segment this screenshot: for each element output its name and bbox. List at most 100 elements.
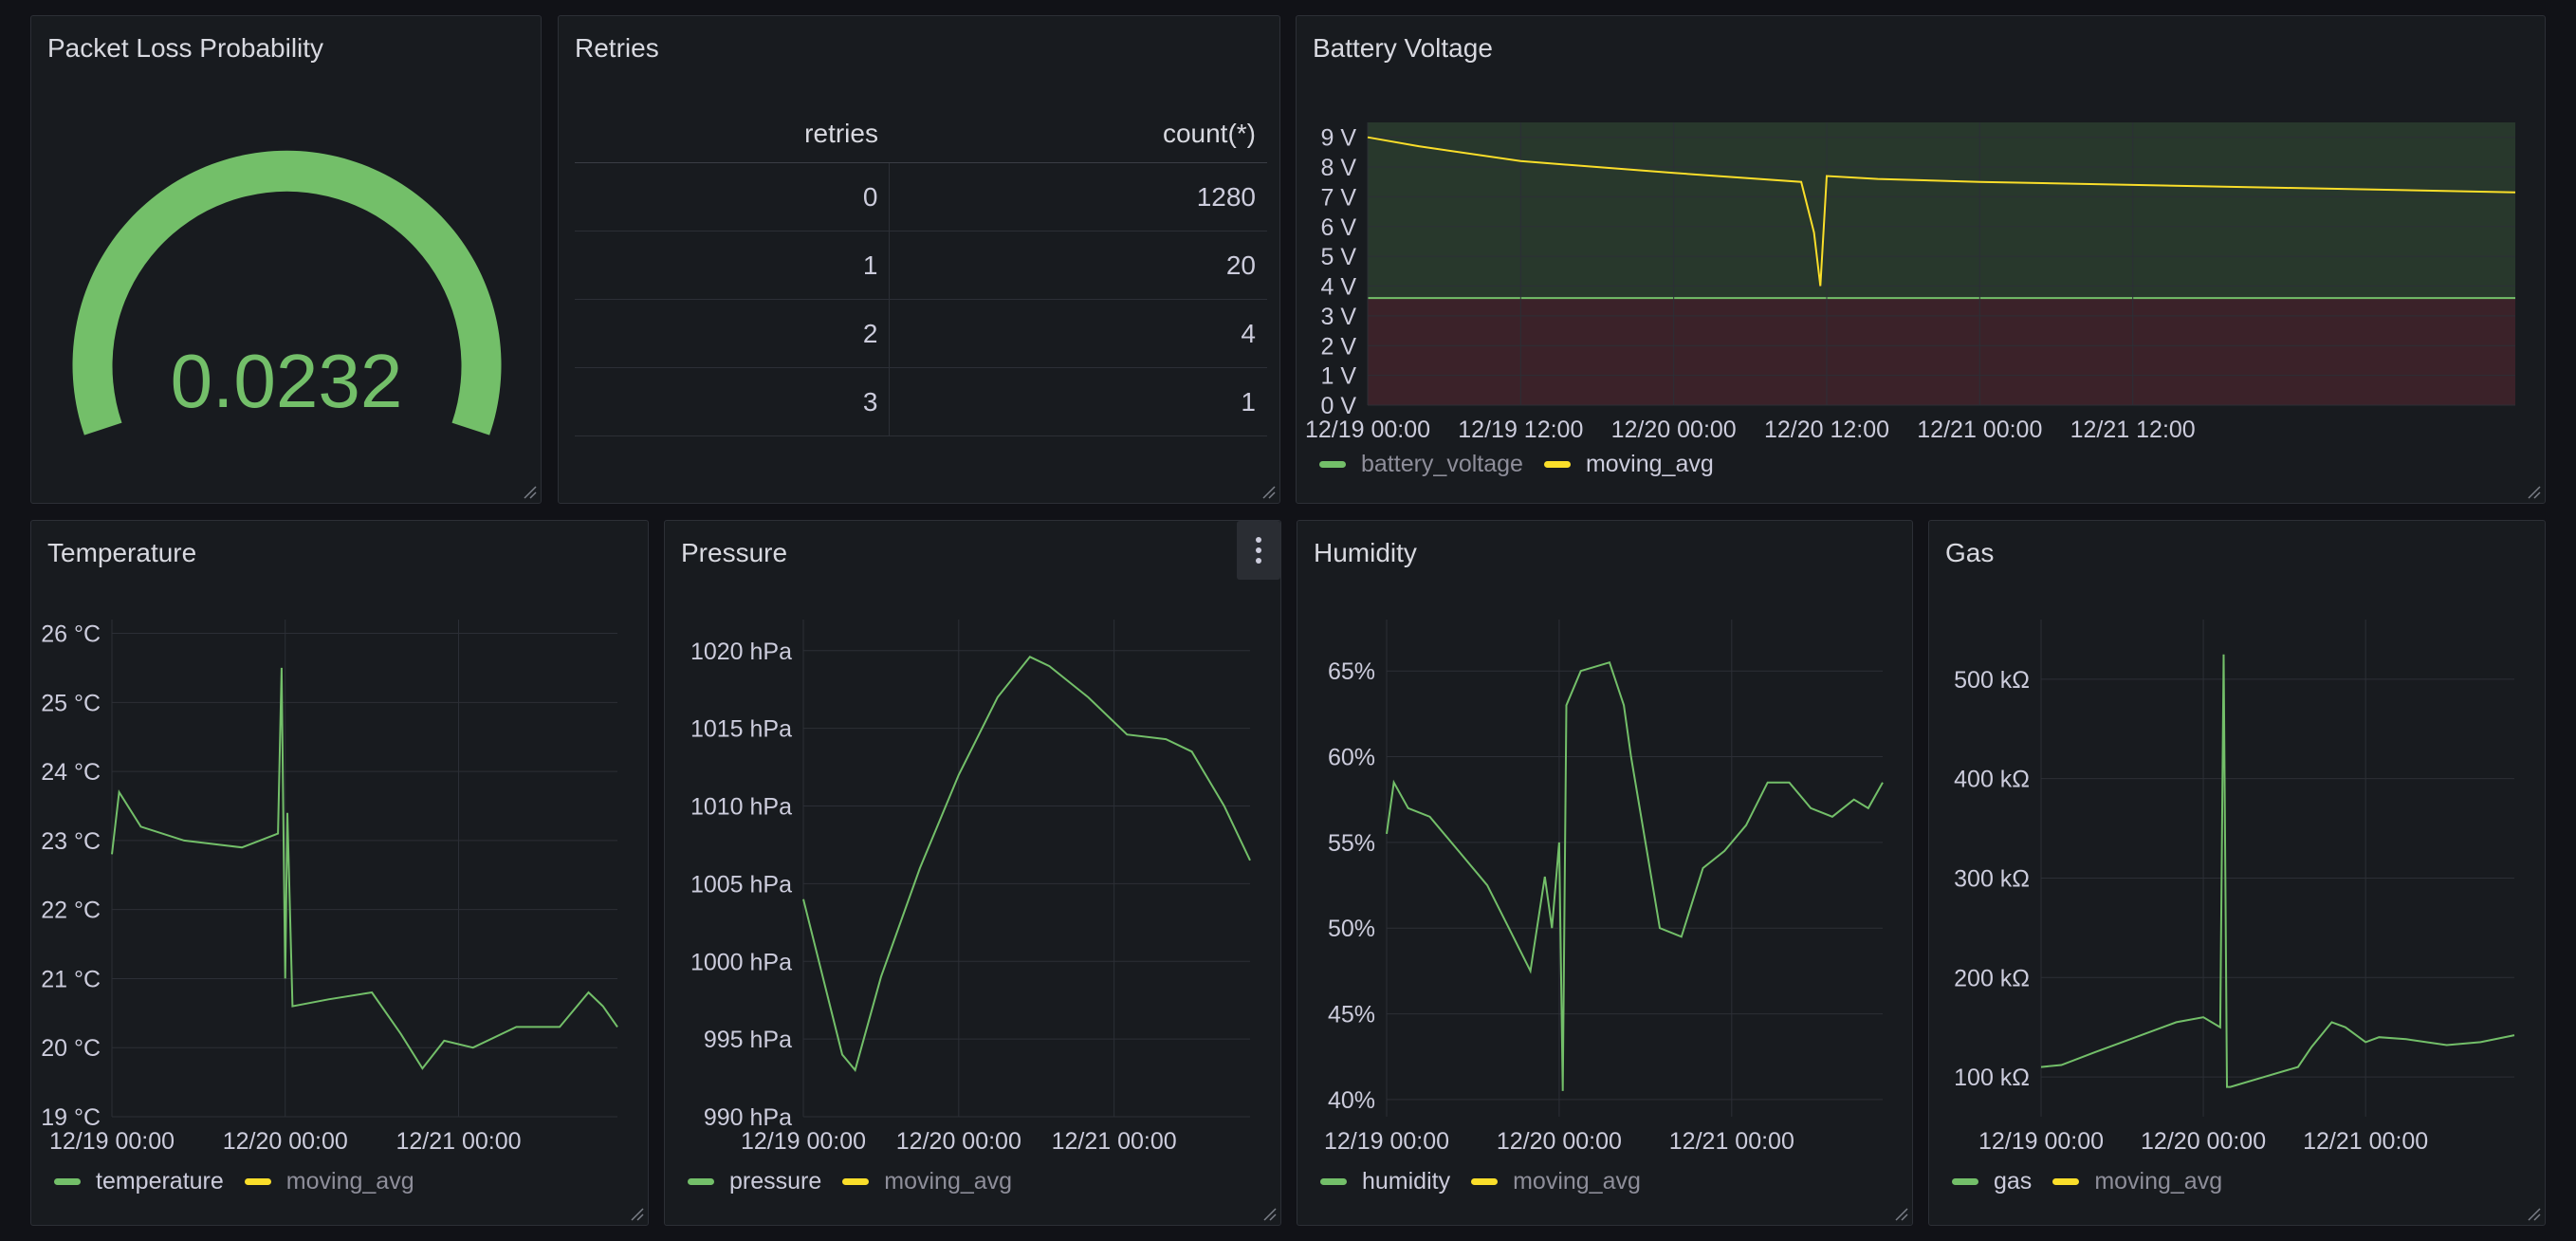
legend-swatch	[1319, 461, 1346, 468]
legend-item[interactable]: pressure	[688, 1168, 821, 1195]
legend-label: moving_avg	[1585, 451, 1714, 477]
y-tick-label: 7 V	[1320, 184, 1356, 211]
y-tick-label: 5 V	[1320, 244, 1356, 270]
table-row: 0 1280	[575, 162, 1267, 232]
gas-chart: 500 kΩ 400 kΩ 300 kΩ 200 kΩ 100 kΩ 12/19 00:0…	[1954, 620, 2515, 1155]
series-line-pressure	[802, 656, 1251, 1073]
table-row: 1 20	[575, 231, 1267, 300]
temperature-chart: 26 °C 25 °C 24 °C 23 °C 22 °C 21 °C 20 °C 19 °C…	[41, 620, 618, 1155]
cell-count: 4	[889, 299, 1267, 368]
gauge-value: 0.0232	[171, 339, 403, 423]
y-tick-label: 100 kΩ	[1954, 1065, 2030, 1091]
y-tick-label: 22 °C	[41, 898, 101, 924]
legend: gas moving_avg	[1952, 1168, 2243, 1195]
resize-handle-icon[interactable]	[2526, 1206, 2541, 1221]
threshold-band-red	[1368, 298, 2515, 405]
x-tick-label: 12/19 00:00	[741, 1128, 866, 1155]
legend-label: moving_avg	[285, 1168, 414, 1195]
y-tick-label: 19 °C	[41, 1104, 101, 1131]
pressure-chart: 1020 hPa 1015 hPa 1010 hPa 1005 hPa 1000 hPa…	[690, 620, 1251, 1155]
x-tick-label: 12/19 00:00	[1978, 1128, 2104, 1155]
legend-swatch	[2052, 1178, 2080, 1185]
legend-label: moving_avg	[1513, 1168, 1641, 1195]
menu-dot-icon	[1256, 537, 1261, 543]
y-tick-label: 1 V	[1320, 363, 1356, 390]
legend-item[interactable]: moving_avg	[244, 1168, 414, 1195]
column-header-count[interactable]: count(*)	[889, 105, 1267, 163]
x-tick-label: 12/21 00:00	[2303, 1128, 2428, 1155]
x-tick-label: 12/21 00:00	[1052, 1128, 1177, 1155]
cell-retries: 2	[575, 299, 891, 368]
panel-menu-button[interactable]	[1237, 521, 1280, 580]
y-tick-label: 1005 hPa	[690, 871, 792, 898]
gauge-arc	[72, 150, 502, 435]
panel-title[interactable]: Pressure	[681, 538, 788, 567]
column-header-retries[interactable]: retries	[575, 105, 890, 163]
legend-item[interactable]: moving_avg	[842, 1168, 1012, 1195]
resize-handle-icon[interactable]	[2526, 484, 2541, 499]
resize-handle-icon[interactable]	[522, 484, 537, 499]
legend-swatch	[842, 1178, 870, 1185]
legend: pressure moving_avg	[688, 1168, 1033, 1195]
legend-item[interactable]: moving_avg	[1543, 451, 1714, 478]
panel-title[interactable]: Packet Loss Probability	[47, 33, 324, 63]
panel-title[interactable]: Battery Voltage	[1313, 33, 1493, 63]
resize-handle-icon[interactable]	[1261, 1206, 1277, 1221]
x-tick-label: 12/20 00:00	[1497, 1128, 1622, 1155]
legend-label: gas	[1994, 1168, 2033, 1195]
panel-gas: Gas 500 kΩ 400 kΩ 300 kΩ 200 kΩ 100 kΩ 12/19 …	[1928, 520, 2546, 1226]
series-line-moving_avg	[1367, 136, 2516, 287]
panel-title[interactable]: Retries	[575, 33, 659, 63]
y-tick-label: 55%	[1328, 830, 1375, 857]
resize-handle-icon[interactable]	[629, 1206, 644, 1221]
resize-handle-icon[interactable]	[1893, 1206, 1908, 1221]
x-tick-label: 12/19 00:00	[49, 1128, 175, 1155]
y-tick-label: 400 kΩ	[1954, 767, 2030, 793]
cell-retries: 1	[575, 231, 891, 300]
y-tick-label: 3 V	[1320, 304, 1356, 330]
panel-temperature: Temperature 26 °C 25 °C 24 °C 23 °C 22 °C 21 …	[30, 520, 649, 1226]
legend-swatch	[244, 1178, 271, 1185]
y-tick-label: 60%	[1328, 745, 1375, 771]
cell-retries: 0	[575, 162, 891, 232]
series-line-gas	[2040, 654, 2515, 1088]
x-tick-label: 12/20 00:00	[2141, 1128, 2266, 1155]
legend-swatch	[688, 1178, 714, 1185]
y-tick-label: 1000 hPa	[690, 949, 792, 975]
panel-title[interactable]: Humidity	[1314, 538, 1417, 567]
legend-item[interactable]: humidity	[1320, 1168, 1450, 1195]
x-tick-label: 12/19 12:00	[1458, 417, 1583, 443]
x-tick-label: 12/20 00:00	[896, 1128, 1021, 1155]
y-tick-label: 24 °C	[41, 759, 101, 786]
legend: humidity moving_avg	[1320, 1168, 1662, 1195]
legend-item[interactable]: moving_avg	[1471, 1168, 1641, 1195]
y-tick-label: 1015 hPa	[690, 716, 792, 743]
humidity-chart: 65% 60% 55% 50% 45% 40% 12/19 00:00 12/20 00:00…	[1324, 620, 1884, 1155]
panel-title[interactable]: Temperature	[47, 538, 197, 567]
y-tick-label: 50%	[1328, 916, 1375, 942]
legend-swatch	[1952, 1178, 1978, 1185]
panel-packet-loss: Packet Loss Probability 0.0232	[30, 15, 542, 504]
y-tick-label: 995 hPa	[704, 1027, 792, 1053]
legend-item[interactable]: moving_avg	[2052, 1168, 2222, 1195]
y-tick-label: 40%	[1328, 1087, 1375, 1114]
y-tick-label: 45%	[1328, 1002, 1375, 1028]
legend-item[interactable]: temperature	[54, 1168, 224, 1195]
y-tick-label: 2 V	[1320, 333, 1356, 360]
y-tick-label: 300 kΩ	[1954, 865, 2030, 892]
x-tick-label: 12/20 00:00	[223, 1128, 348, 1155]
legend-item[interactable]: gas	[1952, 1168, 2032, 1195]
panel-battery-voltage: Battery Voltage 9 V 8 V 7 V 6 V 5 V 4 V 3 V 2 V…	[1296, 15, 2546, 504]
series-line-humidity	[1386, 660, 1884, 1091]
panel-pressure: Pressure 1020 hPa 1015 hPa 1010 hPa 1005 hP…	[664, 520, 1281, 1226]
resize-handle-icon[interactable]	[1260, 484, 1276, 499]
legend-label: humidity	[1362, 1168, 1451, 1195]
series-line-temperature	[111, 667, 618, 1070]
legend: battery_voltage moving_avg	[1319, 451, 1735, 478]
cell-count: 1280	[889, 162, 1267, 232]
legend-item[interactable]: battery_voltage	[1319, 451, 1523, 478]
y-tick-label: 0 V	[1320, 393, 1356, 419]
menu-dot-icon	[1256, 558, 1261, 564]
panel-title[interactable]: Gas	[1945, 538, 1995, 567]
